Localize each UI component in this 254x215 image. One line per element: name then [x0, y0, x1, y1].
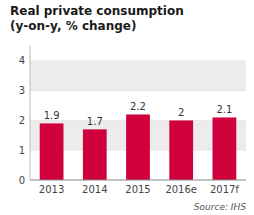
bar: [169, 120, 193, 180]
source-note: Source: IHS: [194, 202, 246, 212]
bar: [83, 129, 107, 180]
y-tick-label: 4: [19, 55, 25, 66]
x-tick-label: 2013: [39, 184, 64, 195]
y-tick-label: 2: [19, 115, 25, 126]
data-label: 1.7: [87, 116, 103, 127]
data-label: 2: [178, 107, 184, 118]
data-label: 2.2: [130, 101, 146, 112]
grid-line: [30, 60, 246, 61]
x-tick-label: 2016e: [165, 184, 197, 195]
bar: [213, 117, 237, 180]
subtitle: (y-on-y, % change): [10, 19, 136, 33]
grid-line: [30, 180, 246, 181]
data-label: 1.9: [44, 110, 60, 121]
x-tick-label: 2017f: [210, 184, 239, 195]
grid-band: [30, 61, 246, 91]
grid: [30, 61, 246, 180]
title: Real private consumption: [10, 4, 184, 18]
grid-line: [30, 90, 246, 91]
bars: [40, 114, 237, 180]
x-axis-line: [30, 180, 246, 181]
chart: Real private consumption(y-on-y, % chang…: [0, 0, 254, 215]
y-tick-label: 0: [19, 175, 25, 186]
bar: [40, 123, 64, 180]
bar: [126, 114, 150, 180]
y-tick-label: 3: [19, 85, 25, 96]
data-label: 2.1: [216, 104, 232, 115]
y-tick-label: 1: [19, 145, 25, 156]
y-axis-line: [30, 46, 31, 180]
x-tick-label: 2014: [82, 184, 107, 195]
x-tick-label: 2015: [125, 184, 150, 195]
